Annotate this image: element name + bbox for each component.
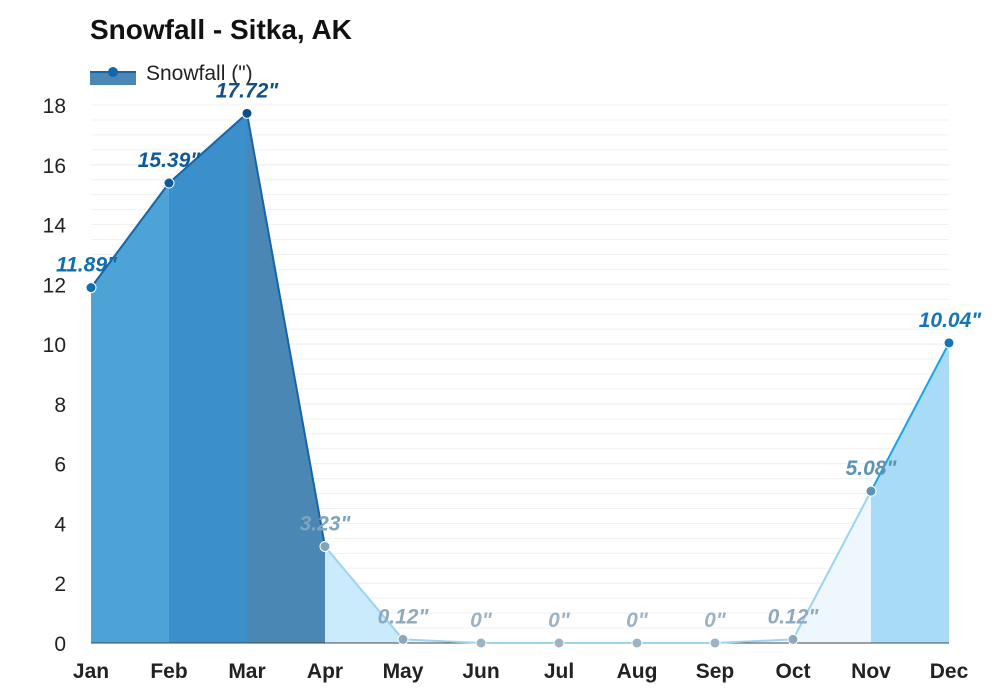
data-point: [943, 337, 955, 349]
series-line: [714, 638, 794, 644]
x-tick-label: Feb: [150, 660, 187, 683]
area-segment: [247, 113, 325, 643]
data-point: [631, 637, 643, 649]
data-point: [163, 177, 175, 189]
data-label: 17.72": [216, 79, 280, 102]
x-tick-label: Nov: [851, 660, 891, 683]
data-label: 0": [470, 609, 493, 632]
series-line: [870, 342, 950, 492]
data-label: 0": [704, 609, 727, 632]
data-point: [85, 282, 97, 294]
y-tick-label: 14: [43, 215, 67, 238]
series-line: [168, 112, 248, 184]
data-label: 0": [548, 609, 571, 632]
series-line: [90, 182, 170, 289]
data-label: 0.12": [378, 605, 430, 628]
data-label: 11.89": [56, 254, 118, 277]
chart-title: Snowfall - Sitka, AK: [90, 14, 352, 45]
x-tick-label: Jan: [73, 660, 109, 683]
legend-swatch: [90, 63, 136, 85]
data-label: 10.04": [919, 309, 983, 332]
x-tick-label: Sep: [696, 660, 735, 683]
data-point: [553, 637, 565, 649]
y-tick-label: 16: [43, 155, 66, 178]
y-tick-label: 18: [43, 95, 66, 118]
x-tick-label: Jul: [544, 660, 574, 683]
area-segment: [91, 183, 169, 643]
x-tick-label: Aug: [617, 660, 658, 683]
y-tick-label: 10: [43, 334, 66, 357]
y-tick-label: 2: [54, 573, 66, 596]
y-tick-label: 6: [54, 454, 66, 477]
data-point: [475, 637, 487, 649]
area-segment: [169, 113, 247, 643]
data-point: [865, 485, 877, 497]
data-label: 5.08": [846, 457, 898, 480]
data-point: [397, 633, 409, 645]
area-segment: [871, 342, 949, 643]
legend-label: Snowfall ("): [146, 62, 253, 85]
x-tick-label: May: [383, 660, 424, 683]
x-tick-label: Dec: [930, 660, 969, 683]
x-tick-label: Mar: [228, 660, 265, 683]
y-tick-label: 8: [54, 394, 66, 417]
data-label: 15.39": [138, 149, 202, 172]
series-line: [246, 113, 326, 547]
y-tick-label: 4: [54, 513, 66, 536]
x-tick-label: Apr: [307, 660, 343, 683]
data-label: 0": [626, 609, 649, 632]
y-tick-label: 0: [54, 633, 66, 656]
x-tick-label: Jun: [462, 660, 499, 683]
data-point: [241, 107, 253, 119]
legend[interactable]: Snowfall ("): [90, 62, 253, 86]
data-point: [319, 540, 331, 552]
series-line: [402, 638, 482, 644]
series-line: [324, 545, 404, 641]
data-label: 3.23": [300, 512, 352, 535]
series-line: [792, 490, 872, 640]
x-tick-label: Oct: [775, 660, 810, 683]
data-point: [709, 637, 721, 649]
y-tick-label: 12: [43, 274, 66, 297]
data-point: [787, 633, 799, 645]
data-label: 0.12": [768, 605, 820, 628]
